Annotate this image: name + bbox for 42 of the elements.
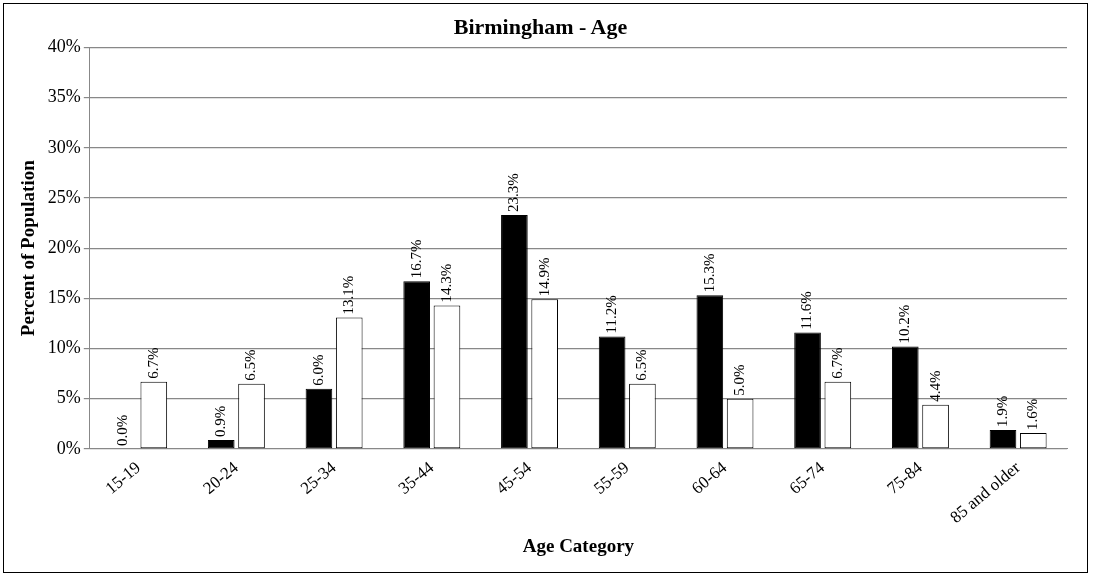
data-label: 4.4% (926, 370, 943, 402)
data-label: 6.7% (828, 347, 845, 379)
y-tick-label: 35% (47, 86, 81, 107)
data-label: 14.3% (437, 263, 454, 303)
bar (305, 388, 333, 449)
bar (403, 281, 430, 449)
data-label: 1.9% (993, 395, 1010, 427)
bar (696, 295, 724, 449)
data-label: 5.0% (731, 364, 748, 396)
data-label: 15.3% (700, 253, 717, 293)
bar (501, 215, 528, 449)
y-tick-label: 30% (47, 136, 81, 157)
data-label: 6.5% (633, 349, 650, 381)
y-tick-label: 15% (47, 287, 81, 308)
data-label: 0.9% (212, 405, 229, 437)
data-label: 14.9% (535, 257, 552, 297)
y-tick-label: 25% (47, 186, 81, 207)
data-label: 1.6% (1024, 398, 1041, 430)
chart-title: Birmingham - Age (453, 13, 628, 39)
data-label: 6.7% (144, 347, 161, 379)
y-tick-label: 0% (56, 437, 81, 458)
y-axis-title: Percent of Population (17, 159, 39, 337)
data-label: 11.2% (603, 295, 620, 334)
data-label: 6.0% (309, 354, 326, 386)
y-tick-label: 10% (47, 337, 81, 358)
data-label: 23.3% (505, 173, 522, 213)
data-label: 11.6% (798, 291, 815, 330)
data-label: 6.5% (242, 349, 259, 381)
data-label: 10.2% (896, 304, 913, 344)
x-tick-label: 85 and older (946, 457, 1024, 527)
bar (794, 332, 821, 449)
bar (989, 429, 1017, 449)
y-tick-label: 20% (47, 236, 81, 257)
y-tick-label: 40% (47, 36, 81, 57)
data-label: 0.0% (114, 414, 131, 446)
bar (598, 336, 626, 449)
x-axis-title: Age Category (522, 534, 635, 556)
data-label: 16.7% (407, 239, 424, 279)
bar (207, 439, 235, 449)
y-tick-label: 5% (56, 387, 81, 408)
data-label: 13.1% (340, 275, 357, 315)
bar (891, 346, 919, 449)
